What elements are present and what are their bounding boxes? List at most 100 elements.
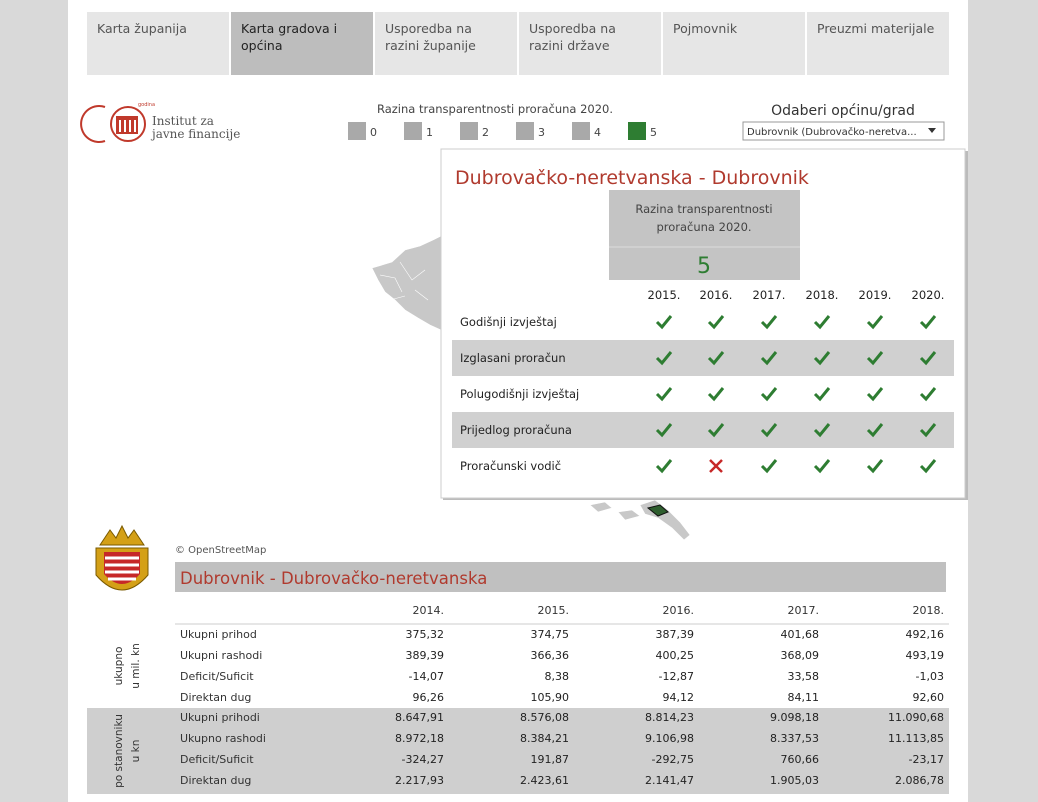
cell: 105,90 — [531, 691, 570, 704]
legend-label: 4 — [594, 126, 601, 139]
check-icon — [760, 387, 778, 402]
check-icon — [866, 351, 884, 366]
table-year: 2017. — [788, 604, 820, 617]
check-icon — [707, 351, 725, 366]
check-icon — [919, 315, 937, 330]
popup-row-label: Proračunski vodič — [460, 459, 561, 473]
check-icon — [760, 459, 778, 474]
check-icon — [866, 387, 884, 402]
dropdown-arrow — [928, 128, 936, 133]
cell: 8.814,23 — [645, 711, 694, 724]
group-label: po stanovniku — [113, 714, 125, 788]
cell: -23,17 — [909, 753, 944, 766]
check-icon — [813, 387, 831, 402]
row-label: Ukupno rashodi — [180, 732, 266, 745]
cell: 96,26 — [413, 691, 445, 704]
popup-row-bg — [452, 412, 954, 448]
check-icon — [655, 423, 673, 438]
legend-swatch — [460, 122, 478, 140]
popup-year: 2020. — [912, 288, 945, 302]
cell: 2.141,47 — [645, 774, 694, 787]
check-icon — [760, 351, 778, 366]
cell: 389,39 — [406, 649, 445, 662]
cell: 11.090,68 — [888, 711, 944, 724]
check-icon — [813, 459, 831, 474]
cell: 33,58 — [788, 670, 820, 683]
cell: 84,11 — [788, 691, 820, 704]
cell: 366,36 — [531, 649, 570, 662]
cell: 9.098,18 — [770, 711, 819, 724]
check-icon — [813, 423, 831, 438]
cell: 374,75 — [531, 628, 570, 641]
legend-label: 3 — [538, 126, 545, 139]
score-label: proračuna 2020. — [656, 220, 751, 234]
cell: 368,09 — [781, 649, 820, 662]
legend-label: 5 — [650, 126, 657, 139]
nav-tab[interactable]: Karta gradova i općina — [231, 12, 373, 75]
attribution: © OpenStreetMap — [175, 545, 266, 556]
check-icon — [919, 351, 937, 366]
check-icon — [919, 423, 937, 438]
cell: -1,03 — [916, 670, 944, 683]
check-icon — [707, 387, 725, 402]
cell: 760,66 — [781, 753, 820, 766]
cell: 8.384,21 — [520, 732, 569, 745]
row-label: Ukupni prihodi — [180, 711, 260, 724]
table-year: 2016. — [663, 604, 695, 617]
legend-swatch — [572, 122, 590, 140]
group-label: u mil. kn — [130, 643, 142, 688]
cell: 92,60 — [913, 691, 945, 704]
check-icon — [919, 387, 937, 402]
popup-year: 2018. — [806, 288, 839, 302]
cell: 11.113,85 — [888, 732, 944, 745]
dropdown-value: Dubrovnik (Dubrovačko-neretva... — [747, 126, 917, 138]
score-label: Razina transparentnosti — [635, 202, 772, 216]
nav-tab[interactable]: Preuzmi materijale — [807, 12, 949, 75]
cell: 400,25 — [656, 649, 695, 662]
popup-row-label: Izglasani proračun — [460, 351, 566, 365]
check-icon — [707, 315, 725, 330]
check-icon — [655, 315, 673, 330]
check-icon — [655, 387, 673, 402]
legend-label: 2 — [482, 126, 489, 139]
group-label: ukupno — [113, 647, 125, 686]
popup-row-label: Polugodišnji izvještaj — [460, 387, 579, 401]
dropdown[interactable] — [742, 121, 945, 141]
popup-title: Dubrovačko-neretvanska - Dubrovnik — [455, 167, 809, 189]
nav-tab[interactable]: Karta županija — [87, 12, 229, 75]
cell: 493,19 — [906, 649, 945, 662]
table-title-bar — [175, 562, 946, 592]
check-icon — [655, 459, 673, 474]
cell: 94,12 — [663, 691, 695, 704]
nav-tab[interactable]: Usporedba na razini države — [519, 12, 661, 75]
score-box — [609, 190, 800, 280]
logo-badge: godina — [138, 102, 155, 108]
cell: 8.972,18 — [395, 732, 444, 745]
row-label: Deficit/Suficit — [180, 670, 254, 683]
legend-swatch — [348, 122, 366, 140]
row-label: Direktan dug — [180, 774, 251, 787]
legend-label: 0 — [370, 126, 377, 139]
legend-swatch — [516, 122, 534, 140]
popup-row-label: Prijedlog proračuna — [460, 423, 572, 437]
popup-year: 2017. — [753, 288, 786, 302]
logo-name: Institut za — [152, 114, 214, 128]
cell: 375,32 — [406, 628, 445, 641]
cell: 2.217,93 — [395, 774, 444, 787]
check-icon — [866, 459, 884, 474]
cell: -14,07 — [409, 670, 444, 683]
nav-tab[interactable]: Pojmovnik — [663, 12, 805, 75]
cell: 191,87 — [531, 753, 570, 766]
check-icon — [919, 459, 937, 474]
cell: 492,16 — [906, 628, 945, 641]
popup-year: 2016. — [700, 288, 733, 302]
row-label: Ukupni prihod — [180, 628, 257, 641]
cell: -292,75 — [652, 753, 694, 766]
cell: 2.423,61 — [520, 774, 569, 787]
cell: 8.576,08 — [520, 711, 569, 724]
table-year: 2015. — [538, 604, 570, 617]
nav-tab[interactable]: Usporedba na razini županije — [375, 12, 517, 75]
